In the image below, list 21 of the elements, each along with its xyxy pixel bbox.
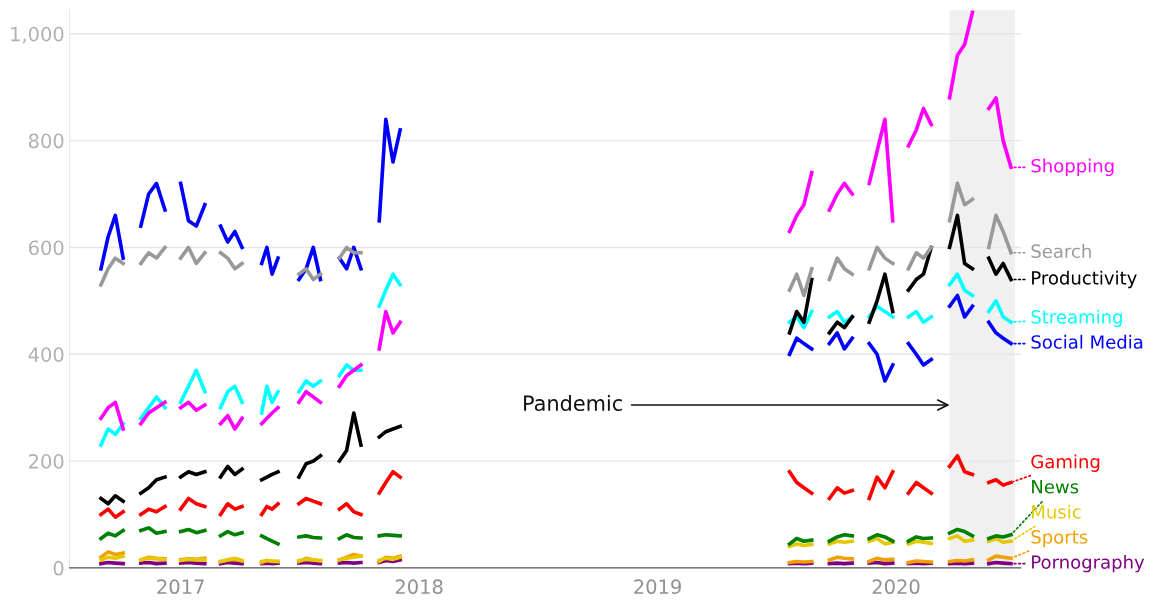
series-label: Music (1032, 504, 1081, 519)
legend-label: Social Media (1031, 334, 1143, 349)
y-tick-label: 0 (53, 560, 64, 576)
y-tick-label: 600 (28, 240, 64, 256)
y-tick-label: 400 (28, 347, 64, 362)
x-tick-label: 2019 (634, 579, 681, 595)
y-tick-label: 200 (29, 454, 64, 469)
series-label: Gaming (1031, 454, 1100, 472)
legend-label: Productivity (1032, 270, 1137, 289)
text: News (1032, 480, 1079, 494)
y-tick-label: 800 (28, 133, 64, 149)
legend-label: Search (1031, 244, 1091, 259)
y-tick-label: 1,000 (11, 26, 64, 44)
x-tick-label: 2017 (157, 579, 204, 595)
x-tick-label: 2018 (395, 579, 443, 595)
legend-label: Streaming (1031, 309, 1122, 328)
series-label: Sports (1031, 530, 1088, 548)
x-tick-label: 2020 (872, 579, 920, 595)
annotation: Pandemic (524, 394, 622, 412)
legend-label: Shopping (1031, 158, 1114, 177)
legend-label: Pornography (1032, 554, 1145, 573)
